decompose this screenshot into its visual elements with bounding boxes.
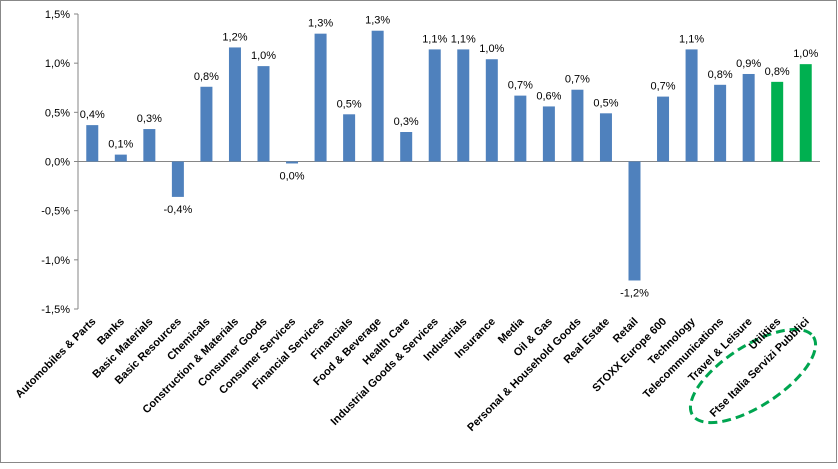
bar xyxy=(799,64,812,162)
y-tick-label: -1,5% xyxy=(41,304,70,316)
bar xyxy=(171,161,184,197)
bar xyxy=(542,106,555,162)
data-label: 0,6% xyxy=(536,90,561,102)
y-tick-label: 0,0% xyxy=(45,157,70,169)
data-label: 0,7% xyxy=(508,80,533,92)
bar xyxy=(343,114,356,162)
data-label: 0,1% xyxy=(108,139,133,151)
data-label: 0,8% xyxy=(765,66,790,78)
data-label: -0,4% xyxy=(164,204,193,216)
bar xyxy=(86,125,99,162)
data-label: 1,0% xyxy=(479,43,504,55)
data-label: 1,0% xyxy=(251,50,276,62)
data-label: 0,8% xyxy=(194,71,219,83)
data-label: 0,3% xyxy=(137,113,162,125)
bar xyxy=(114,154,127,162)
highlight-ellipse xyxy=(688,327,818,425)
bar xyxy=(457,49,470,162)
bar xyxy=(599,113,612,162)
bar xyxy=(314,33,327,162)
data-label: 1,1% xyxy=(679,33,704,45)
data-label: -1,2% xyxy=(620,287,649,299)
data-label: 1,3% xyxy=(308,18,333,30)
bar xyxy=(143,129,156,162)
bar xyxy=(657,96,670,162)
y-tick-label: 1,5% xyxy=(45,9,70,21)
bar xyxy=(685,49,698,162)
y-tick-label: 1,0% xyxy=(45,58,70,70)
data-label: 1,1% xyxy=(451,33,476,45)
bar xyxy=(742,73,755,162)
y-tick-label: -1,0% xyxy=(41,255,70,267)
y-tick-label: 0,5% xyxy=(45,107,70,119)
bar xyxy=(771,81,784,162)
data-label: 0,8% xyxy=(708,69,733,81)
bar xyxy=(228,47,241,162)
bar xyxy=(257,66,270,162)
y-tick-label: -0,5% xyxy=(41,206,70,218)
data-label: 0,5% xyxy=(337,98,362,110)
data-label: 1,2% xyxy=(222,31,247,43)
bar xyxy=(200,86,213,162)
bar xyxy=(286,161,299,164)
bar xyxy=(628,161,641,281)
data-label: 1,0% xyxy=(793,48,818,60)
data-label: 0,0% xyxy=(279,170,304,182)
data-label: 0,5% xyxy=(593,97,618,109)
data-label: 0,7% xyxy=(565,74,590,86)
data-label: 0,7% xyxy=(650,81,675,93)
data-label: 0,9% xyxy=(736,58,761,70)
data-label: 0,4% xyxy=(80,109,105,121)
data-label: 1,1% xyxy=(422,33,447,45)
bar xyxy=(571,89,584,162)
bar xyxy=(428,49,441,162)
bar xyxy=(714,84,727,162)
data-label: 1,3% xyxy=(365,15,390,27)
bar xyxy=(514,95,527,162)
bar xyxy=(485,59,498,162)
bar xyxy=(371,30,384,162)
data-label: 0,3% xyxy=(394,116,419,128)
bar xyxy=(400,132,413,162)
